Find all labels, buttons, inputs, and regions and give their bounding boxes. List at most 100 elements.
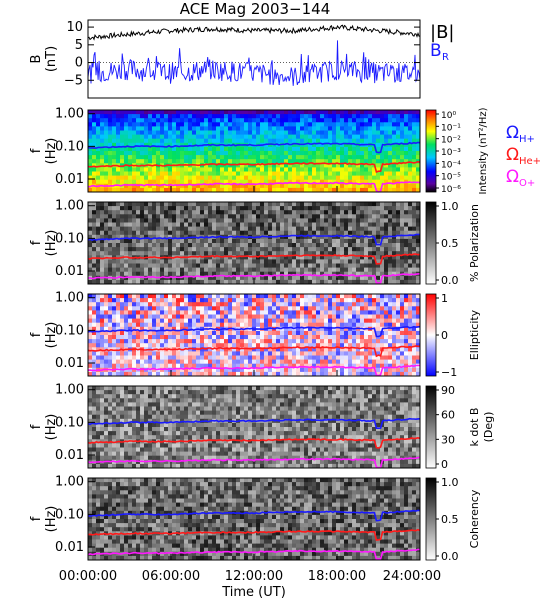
heatmap-cell <box>304 222 309 227</box>
heatmap-cell <box>100 222 105 227</box>
heatmap-cell <box>376 126 381 131</box>
heatmap-cell <box>228 294 233 299</box>
heatmap-cell <box>388 363 393 369</box>
heatmap-cell <box>144 122 149 127</box>
heatmap-cell <box>96 371 101 377</box>
heatmap-cell <box>116 314 121 319</box>
heatmap-cell <box>164 175 169 181</box>
heatmap-cell <box>192 202 197 207</box>
heatmap-cell <box>184 202 189 207</box>
heatmap-cell <box>336 351 341 356</box>
heatmap-cell <box>328 314 333 319</box>
heatmap-cell <box>232 271 237 277</box>
heatmap-cell <box>220 114 225 119</box>
heatmap-cell <box>144 267 149 273</box>
heatmap-cell <box>300 298 305 303</box>
heatmap-cell <box>204 222 209 227</box>
heatmap-cell <box>108 371 113 377</box>
heatmap-cell <box>116 222 121 227</box>
heatmap-cell <box>112 318 117 324</box>
heatmap-cell <box>312 146 317 152</box>
heatmap-cell <box>360 367 365 373</box>
heatmap-cell <box>368 343 373 348</box>
heatmap-cell <box>192 155 197 160</box>
heatmap-cell <box>196 351 201 356</box>
heatmap-cell <box>284 267 289 273</box>
heatmap-cell <box>176 359 181 365</box>
heatmap-cell <box>192 247 197 252</box>
heatmap-cell <box>140 175 145 181</box>
heatmap-cell <box>180 263 185 268</box>
heatmap-cell <box>324 159 329 164</box>
heatmap-cell <box>276 367 281 373</box>
heatmap-cell <box>404 218 409 223</box>
heatmap-cell <box>196 151 201 156</box>
heatmap-cell <box>120 234 125 240</box>
heatmap-cell <box>292 318 297 324</box>
heatmap-cell <box>272 122 277 127</box>
heatmap-cell <box>156 134 161 140</box>
heatmap-cell <box>192 138 197 144</box>
heatmap-cell <box>320 275 325 281</box>
heatmap-cell <box>176 187 181 193</box>
heatmap-cell <box>216 318 221 324</box>
heatmap-cell <box>332 230 337 236</box>
heatmap-cell <box>280 306 285 311</box>
heatmap-cell <box>208 126 213 131</box>
heatmap-cell <box>88 359 93 365</box>
heatmap-cell <box>140 247 145 252</box>
heatmap-cell <box>104 335 109 340</box>
heatmap-cell <box>360 206 365 211</box>
heatmap-cell <box>228 138 233 144</box>
heatmap-cell <box>360 263 365 268</box>
heatmap-cell <box>340 347 345 352</box>
heatmap-cell <box>232 155 237 160</box>
heatmap-cell <box>372 335 377 340</box>
heatmap-cell <box>136 310 141 315</box>
heatmap-cell <box>256 243 261 248</box>
heatmap-cell <box>228 322 233 328</box>
heatmap-cell <box>368 294 373 299</box>
heatmap-cell <box>280 251 285 256</box>
heatmap-cell <box>168 130 173 135</box>
heatmap-cell <box>292 347 297 352</box>
heatmap-cell <box>412 267 417 273</box>
heatmap-cell <box>332 206 337 211</box>
heatmap-cell <box>400 318 405 324</box>
heatmap-cell <box>236 367 241 373</box>
heatmap-cell <box>392 259 397 264</box>
heatmap-cell <box>208 243 213 248</box>
heatmap-cell <box>164 251 169 256</box>
heatmap-cell <box>96 326 101 332</box>
heatmap-cell <box>292 230 297 236</box>
heatmap-cell <box>220 302 225 307</box>
heatmap-cell <box>296 114 301 119</box>
heatmap-cell <box>100 259 105 264</box>
heatmap-cell <box>168 155 173 160</box>
heatmap-cell <box>128 330 133 336</box>
heatmap-cell <box>312 230 317 236</box>
heatmap-cell <box>252 310 257 315</box>
heatmap-cell <box>396 114 401 119</box>
heatmap-cell <box>288 247 293 252</box>
heatmap-cell <box>328 218 333 223</box>
heatmap-cell <box>100 122 105 127</box>
heatmap-cell <box>188 146 193 152</box>
heatmap-cell <box>256 146 261 152</box>
heatmap-cell <box>136 122 141 127</box>
heatmap-cell <box>96 118 101 123</box>
heatmap-cell <box>416 146 421 152</box>
heatmap-cell <box>352 302 357 307</box>
heatmap-cell <box>304 263 309 268</box>
heatmap-cell <box>284 130 289 135</box>
heatmap-cell <box>124 114 129 119</box>
heatmap-cell <box>392 214 397 219</box>
heatmap-cell <box>412 275 417 281</box>
heatmap-cell <box>204 306 209 311</box>
heatmap-cell <box>220 238 225 244</box>
heatmap-cell <box>268 226 273 232</box>
heatmap-cell <box>412 347 417 352</box>
heatmap-cell <box>104 310 109 315</box>
heatmap-cell <box>388 238 393 244</box>
heatmap-cell <box>328 306 333 311</box>
